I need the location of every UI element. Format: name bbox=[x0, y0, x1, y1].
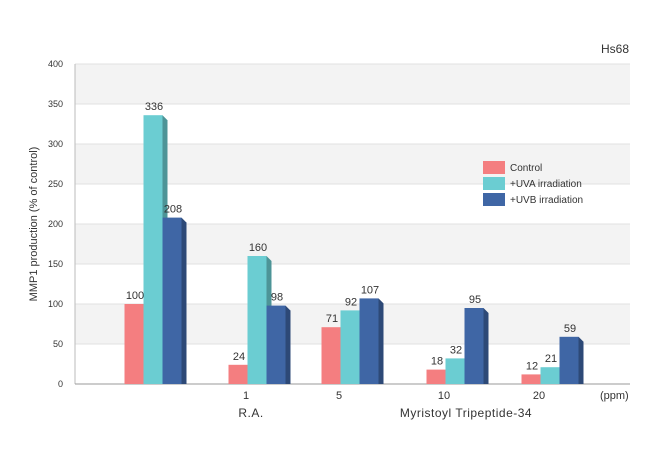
data-label: 18 bbox=[431, 356, 443, 368]
y-tick-labels: 0 50 100 150 200 250 300 350 400 bbox=[48, 59, 63, 389]
legend-swatch bbox=[483, 193, 505, 206]
legend: Control +UVA irradiation +UVB irradiation bbox=[483, 161, 583, 206]
y-tick-label: 0 bbox=[58, 379, 63, 389]
y-axis-title: MMP1 production (% of control) bbox=[28, 147, 40, 302]
data-label: 59 bbox=[564, 323, 576, 335]
y-tick-label: 100 bbox=[48, 299, 63, 309]
bar bbox=[162, 217, 187, 384]
data-label: 107 bbox=[361, 284, 379, 296]
x-tick-label: 5 bbox=[336, 390, 342, 402]
data-label: 208 bbox=[164, 204, 182, 216]
bar bbox=[464, 308, 489, 384]
data-label: 336 bbox=[145, 101, 163, 113]
legend-item: Control bbox=[483, 161, 542, 174]
x-tick-label: 10 bbox=[438, 390, 450, 402]
data-label: 21 bbox=[545, 353, 557, 365]
legend-item: +UVB irradiation bbox=[483, 193, 583, 206]
legend-item: +UVA irradiation bbox=[483, 177, 582, 190]
legend-swatch bbox=[483, 177, 505, 190]
group-label: Myristoyl Tripeptide-34 bbox=[400, 406, 532, 420]
legend-label: +UVA irradiation bbox=[510, 179, 582, 190]
chart-title: Hs68 bbox=[601, 42, 629, 56]
data-label: 71 bbox=[326, 313, 338, 325]
data-label: 32 bbox=[450, 344, 462, 356]
data-label: 12 bbox=[526, 360, 538, 372]
y-tick-label: 150 bbox=[48, 259, 63, 269]
legend-label: Control bbox=[510, 163, 542, 174]
bar bbox=[559, 336, 584, 384]
legend-swatch bbox=[483, 161, 505, 174]
data-labels: 100 24 71 18 12 336 160 92 32 21 208 98 107 95 59 bbox=[126, 101, 576, 372]
bar bbox=[359, 298, 384, 384]
data-label: 95 bbox=[469, 294, 481, 306]
y-tick-label: 400 bbox=[48, 59, 63, 69]
bar bbox=[266, 305, 291, 384]
legend-label: +UVB irradiation bbox=[510, 195, 583, 206]
y-tick-label: 200 bbox=[48, 219, 63, 229]
data-label: 98 bbox=[271, 292, 283, 304]
x-unit-label: (ppm) bbox=[600, 390, 629, 402]
y-tick-label: 300 bbox=[48, 139, 63, 149]
x-tick-labels: 1 5 10 20 bbox=[243, 390, 545, 402]
x-tick-label: 1 bbox=[243, 390, 249, 402]
data-label: 24 bbox=[233, 351, 245, 363]
data-label: 92 bbox=[345, 296, 357, 308]
x-tick-label: 20 bbox=[533, 390, 545, 402]
y-tick-label: 50 bbox=[53, 339, 63, 349]
data-label: 100 bbox=[126, 290, 144, 302]
data-label: 160 bbox=[249, 242, 267, 254]
bars bbox=[124, 115, 584, 384]
group-label: R.A. bbox=[238, 406, 263, 420]
plot-band bbox=[75, 64, 630, 104]
y-tick-label: 250 bbox=[48, 179, 63, 189]
group-labels: R.A. Myristoyl Tripeptide-34 bbox=[238, 406, 532, 420]
y-tick-label: 350 bbox=[48, 99, 63, 109]
